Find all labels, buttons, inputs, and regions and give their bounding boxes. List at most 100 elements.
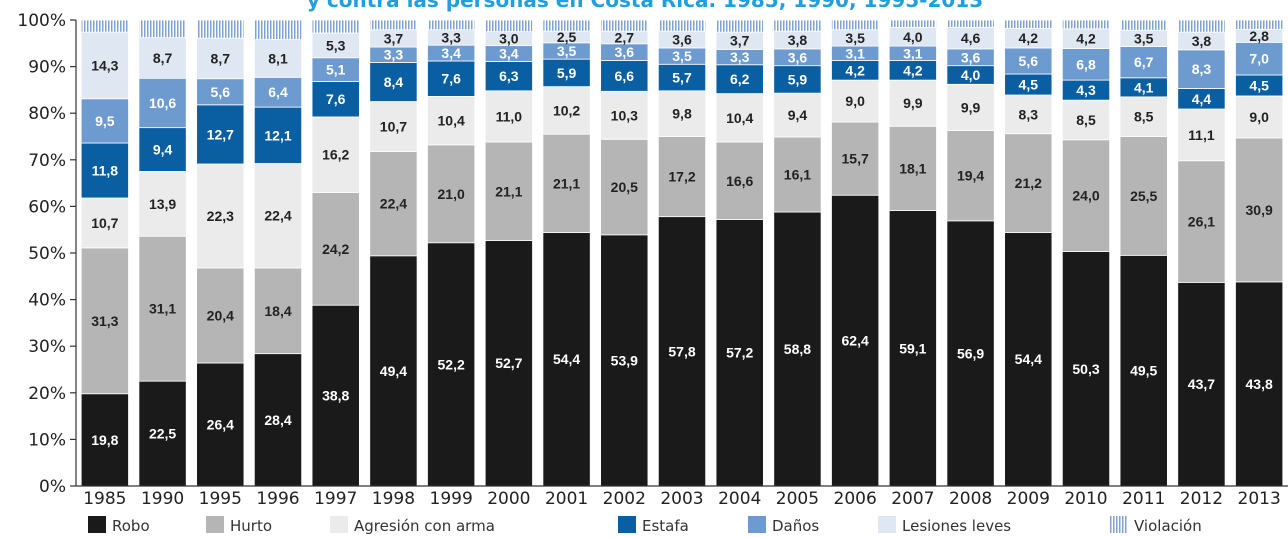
bar-segment — [773, 65, 822, 94]
data-label: 3,1 — [903, 45, 923, 61]
legend-label: Daños — [772, 517, 819, 535]
x-tick-label: 2005 — [776, 489, 819, 509]
bar-segment — [773, 136, 822, 213]
data-label: 22,5 — [149, 426, 176, 442]
data-label: 8,1 — [268, 50, 288, 66]
bar-segment — [657, 90, 707, 137]
bar-segment — [831, 19, 880, 31]
data-label: 12,1 — [264, 127, 291, 143]
y-tick-label: 70% — [28, 151, 66, 171]
data-label: 9,9 — [903, 95, 923, 111]
data-label: 43,8 — [1246, 376, 1273, 392]
bar-segment — [369, 151, 418, 257]
bar-segment — [542, 19, 591, 32]
bar-stack-2006: 62,4 15,7 9,0 4,23,13,5 — [831, 19, 880, 487]
x-tick-label: 2013 — [1238, 489, 1281, 509]
bar-segment — [1004, 133, 1053, 233]
data-label: 31,3 — [91, 313, 118, 329]
data-label: 25,5 — [1130, 188, 1157, 204]
bar-segment — [946, 19, 995, 28]
x-tick-label: 2009 — [1007, 489, 1050, 509]
data-label: 10,4 — [726, 110, 753, 126]
data-label: 31,1 — [149, 301, 176, 317]
bar-segment — [1177, 49, 1226, 89]
bar-stack-2011: 49,5 25,5 8,5 4,1 6,7 3,5 — [1119, 19, 1168, 487]
bar-segment — [311, 81, 360, 118]
data-label: 9,4 — [153, 142, 173, 158]
x-tick-label: 2004 — [718, 489, 761, 509]
data-label: 15,7 — [842, 151, 869, 167]
data-label: 43,7 — [1188, 376, 1215, 392]
bar-segment — [888, 210, 937, 487]
bar-segment — [1119, 136, 1168, 256]
bar-stack-2002: 53,9 20,5 10,3 6,6 3,62,7 — [600, 19, 649, 487]
bar-segment — [888, 125, 937, 211]
bar-segment — [1177, 108, 1226, 162]
data-label: 6,8 — [1076, 56, 1096, 72]
data-label: 9,9 — [961, 99, 981, 115]
data-label: 57,2 — [726, 345, 753, 361]
bar-segment — [196, 267, 245, 364]
bar-segment — [427, 19, 476, 31]
bar-stack-1996: 28,4 18,4 22,4 12,1 6,4 8,1 — [253, 19, 303, 487]
bar-segment — [657, 63, 707, 92]
bar-stack-2010: 50,3 24,0 8,5 4,3 6,8 4,2 — [1061, 19, 1111, 487]
legend-label: Robo — [112, 517, 150, 535]
data-label: 18,4 — [264, 303, 291, 319]
y-tick-label: 40% — [28, 291, 66, 311]
data-label: 2,8 — [1249, 28, 1269, 44]
bar-segment — [1004, 232, 1053, 487]
bar-stack-2000: 52,7 21,1 11,0 6,3 3,43,0 — [484, 19, 533, 487]
data-label: 5,3 — [326, 37, 346, 53]
data-label: 18,1 — [899, 160, 926, 176]
data-label: 24,2 — [322, 241, 349, 257]
bar-segment — [1004, 47, 1053, 75]
bar-segment — [1061, 19, 1111, 30]
bar-segment — [484, 61, 533, 92]
bar-segment — [773, 19, 822, 32]
x-tick-label: 2002 — [603, 489, 646, 509]
bar-segment — [253, 106, 303, 164]
data-label: 11,0 — [496, 108, 523, 124]
bar-segment — [542, 58, 591, 88]
y-tick-label: 50% — [28, 244, 66, 264]
legend-label: Estafa — [642, 517, 689, 535]
bar-segment — [888, 19, 937, 28]
bar-segment — [715, 64, 764, 95]
data-label: 5,9 — [788, 71, 808, 87]
data-label: 6,4 — [268, 84, 288, 100]
data-label: 62,4 — [842, 333, 869, 349]
legend-swatch — [878, 516, 896, 533]
data-label: 4,1 — [1134, 79, 1154, 95]
bar-segment — [1119, 46, 1168, 79]
bar-segment — [1119, 254, 1168, 487]
data-label: 4,6 — [961, 30, 981, 46]
data-label: 3,0 — [499, 31, 519, 47]
x-tick-label: 1996 — [256, 489, 299, 509]
data-label: 54,4 — [1015, 351, 1042, 367]
data-label: 9,5 — [95, 113, 115, 129]
bar-segment — [138, 19, 187, 39]
data-label: 8,5 — [1134, 109, 1154, 125]
bar-segment — [831, 194, 880, 487]
bar-segment — [80, 247, 129, 395]
data-label: 3,4 — [499, 46, 519, 62]
x-tick-label: 2008 — [949, 489, 992, 509]
bar-stack-2007: 59,1 18,1 9,9 4,23,14,0 — [888, 19, 937, 487]
bar-segment — [1177, 281, 1226, 487]
data-label: 3,6 — [615, 44, 635, 60]
bar-segment — [1235, 19, 1284, 30]
data-label: 6,2 — [730, 71, 750, 87]
data-label: 19,4 — [957, 168, 984, 184]
data-label: 12,7 — [207, 126, 234, 142]
bar-segment — [1177, 19, 1226, 33]
data-label: 10,4 — [438, 113, 465, 129]
bar-segment — [1061, 251, 1111, 487]
data-label: 7,0 — [1249, 51, 1269, 67]
bar-stack-2009: 54,4 21,2 8,3 4,5 5,6 4,2 — [1004, 19, 1053, 487]
bar-segment — [427, 144, 476, 244]
data-label: 16,1 — [784, 166, 811, 182]
bar-segment — [1235, 281, 1284, 487]
bar-segment — [369, 101, 418, 152]
data-label: 7,6 — [441, 71, 461, 87]
